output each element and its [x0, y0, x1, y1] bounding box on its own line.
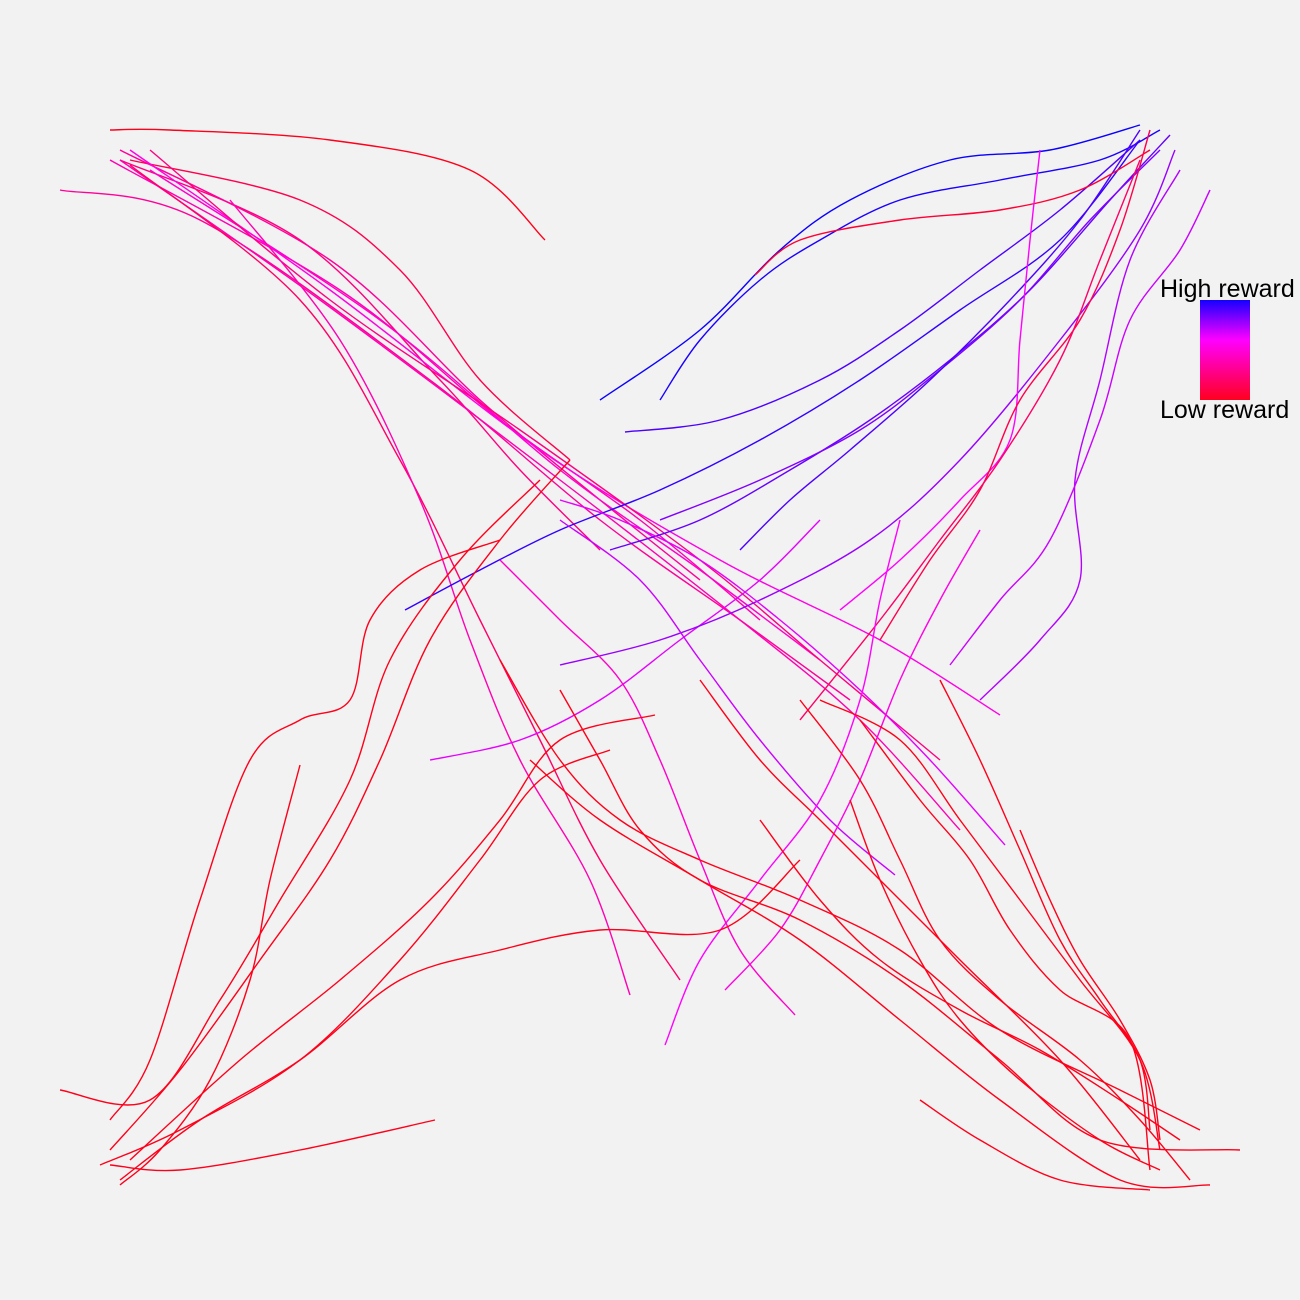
trajectory-line — [499, 559, 796, 1016]
trajectory-line — [429, 519, 821, 761]
trajectory-line — [109, 1119, 436, 1172]
legend-high-label: High reward — [1160, 275, 1295, 303]
trajectory-line — [109, 459, 571, 1151]
trajectory-line — [759, 819, 1181, 1141]
trajectory-line — [799, 159, 1141, 721]
trajectory-line — [59, 479, 541, 1106]
legend-low-label: Low reward — [1160, 396, 1289, 424]
trajectory-line — [754, 149, 1151, 276]
trajectory-line — [559, 519, 896, 876]
trajectory-line — [129, 714, 656, 1161]
legend-color-bar — [1200, 300, 1250, 400]
trajectory-line — [879, 129, 1151, 641]
trajectory-line — [229, 199, 631, 996]
trajectory-line — [119, 149, 701, 581]
reward-legend: High reward Low reward — [1160, 275, 1295, 424]
trajectory-line — [1019, 829, 1161, 1141]
trajectory-series-group — [59, 124, 1241, 1191]
trajectory-line — [559, 499, 1006, 846]
trajectory-line — [149, 149, 941, 761]
trajectory-line — [699, 679, 1141, 1161]
trajectory-line — [149, 169, 821, 661]
trajectory-line — [119, 859, 801, 1181]
trajectory-line — [624, 139, 1141, 433]
trajectory-line — [939, 679, 1151, 1131]
trajectory-line — [949, 189, 1211, 666]
trajectory-line — [609, 134, 1171, 551]
trajectory-line — [129, 159, 571, 461]
trajectory-line — [979, 169, 1181, 701]
trajectory-line — [739, 129, 1141, 551]
trajectory-line — [499, 659, 1201, 1131]
trajectory-line — [919, 1099, 1151, 1191]
trajectory-line — [599, 124, 1141, 401]
trajectory-line — [109, 128, 546, 241]
trajectory-line — [559, 689, 1241, 1151]
trajectory-line — [659, 129, 1161, 401]
trajectory-line — [849, 799, 1161, 1171]
trajectory-line — [109, 539, 501, 1121]
trajectory-line — [839, 149, 1041, 611]
trajectory-line — [799, 699, 1191, 1181]
trajectory-line — [129, 164, 681, 981]
trajectory-line — [859, 719, 1151, 1171]
trajectory-line — [529, 759, 1211, 1189]
trajectory-line — [99, 749, 611, 1166]
trajectory-line — [664, 519, 901, 1046]
trajectory-line — [119, 764, 301, 1186]
trajectory-line — [559, 149, 1176, 666]
trajectory-line — [404, 139, 1141, 611]
